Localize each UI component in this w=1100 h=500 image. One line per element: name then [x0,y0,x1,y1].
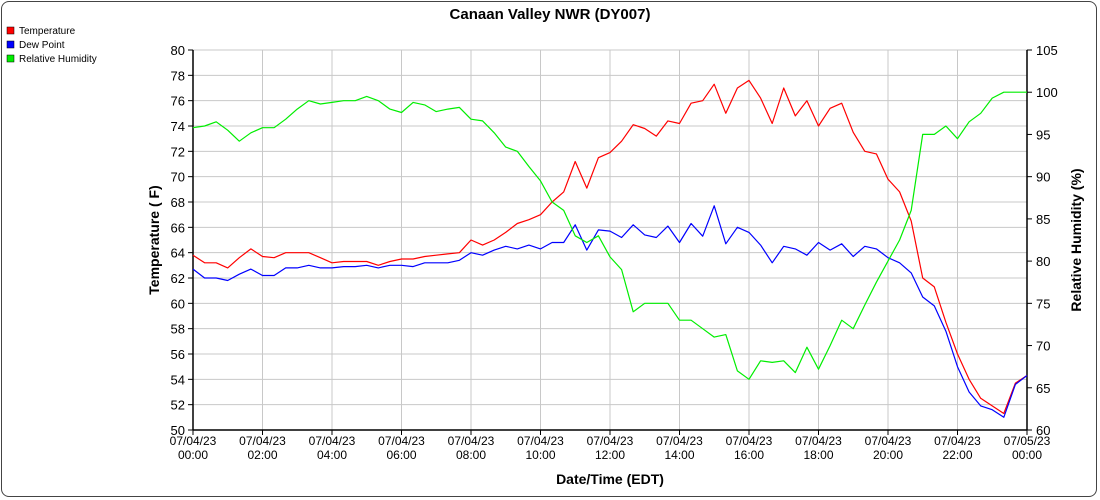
x-tick-time: 12:00 [595,448,625,462]
y-tick-label-left: 78 [171,68,185,83]
series-group [192,79,1028,418]
axes: 50 52 54 56 58 60 62 64 66 68 70 72 74 76 78 80 60 65 70 75… [170,43,1058,462]
y-tick-label-left: 76 [171,94,185,109]
series-line-temperature [192,79,1028,415]
x-tick-date: 07/04/23 [587,434,634,448]
legend-label: Dew Point [19,40,65,51]
y-tick-label-right: 90 [1036,170,1050,185]
x-tick-date: 07/04/23 [448,434,495,448]
legend-swatch [6,26,15,35]
y-tick-label-left: 80 [171,43,185,58]
x-tick-date: 07/04/23 [309,434,356,448]
y-tick-label-left: 66 [171,220,185,235]
x-tick-time: 18:00 [803,448,833,462]
x-tick-time: 20:00 [873,448,903,462]
y-tick-label-right: 65 [1036,381,1050,396]
y-tick-label-left: 70 [171,170,185,185]
y-tick-label-left: 72 [171,144,185,159]
x-tick-date: 07/04/23 [865,434,912,448]
y-axis-label-left: Temperature ( F) [146,185,162,294]
chart-title: Canaan Valley NWR (DY007) [450,6,651,23]
x-axis-label: Date/Time (EDT) [556,471,664,487]
legend-swatch [6,54,15,63]
x-tick-time: 06:00 [386,448,416,462]
y-tick-label-left: 74 [171,119,185,134]
x-tick-date: 07/04/23 [795,434,842,448]
x-tick-date: 07/04/23 [656,434,703,448]
x-tick-time: 02:00 [247,448,277,462]
x-tick-time: 08:00 [456,448,486,462]
legend-label: Temperature [19,26,76,37]
x-tick-time: 10:00 [525,448,555,462]
y-tick-label-right: 60 [1036,423,1050,438]
x-tick-time: 14:00 [664,448,694,462]
legend: Temperature Dew Point Relative Humidity [6,26,97,65]
x-tick-time: 00:00 [178,448,208,462]
legend-swatch [6,40,15,49]
y-tick-label-right: 85 [1036,212,1050,227]
x-tick-date: 07/04/23 [726,434,773,448]
grid [192,49,1028,431]
x-tick-date: 07/04/23 [378,434,425,448]
y-tick-label-left: 62 [171,271,185,286]
x-tick-time: 22:00 [942,448,972,462]
x-tick-date: 07/04/23 [170,434,217,448]
x-tick-time: 00:00 [1012,448,1042,462]
x-tick-date: 07/04/23 [239,434,286,448]
y-tick-label-left: 56 [171,347,185,362]
y-tick-label-right: 105 [1036,43,1058,58]
x-tick-time: 16:00 [734,448,764,462]
y-tick-label-left: 64 [171,246,185,261]
y-tick-label-right: 70 [1036,339,1050,354]
y-tick-label-left: 60 [171,296,185,311]
y-tick-label-right: 75 [1036,296,1050,311]
y-axis-label-right: Relative Humidity (%) [1068,168,1084,311]
y-tick-label-left: 68 [171,195,185,210]
series-line-dew-point [192,205,1028,418]
y-tick-label-right: 95 [1036,127,1050,142]
x-tick-time: 04:00 [317,448,347,462]
y-tick-label-right: 80 [1036,254,1050,269]
x-tick-date: 07/04/23 [934,434,981,448]
y-tick-label-right: 100 [1036,85,1058,100]
legend-label: Relative Humidity [19,54,97,65]
series-line-relative-humidity [192,91,1027,380]
y-tick-label-left: 58 [171,322,185,337]
x-tick-date: 07/05/23 [1004,434,1051,448]
x-tick-date: 07/04/23 [517,434,564,448]
y-tick-label-left: 54 [171,372,185,387]
y-tick-label-left: 52 [171,398,185,413]
y-tick-label-left: 50 [171,423,185,438]
